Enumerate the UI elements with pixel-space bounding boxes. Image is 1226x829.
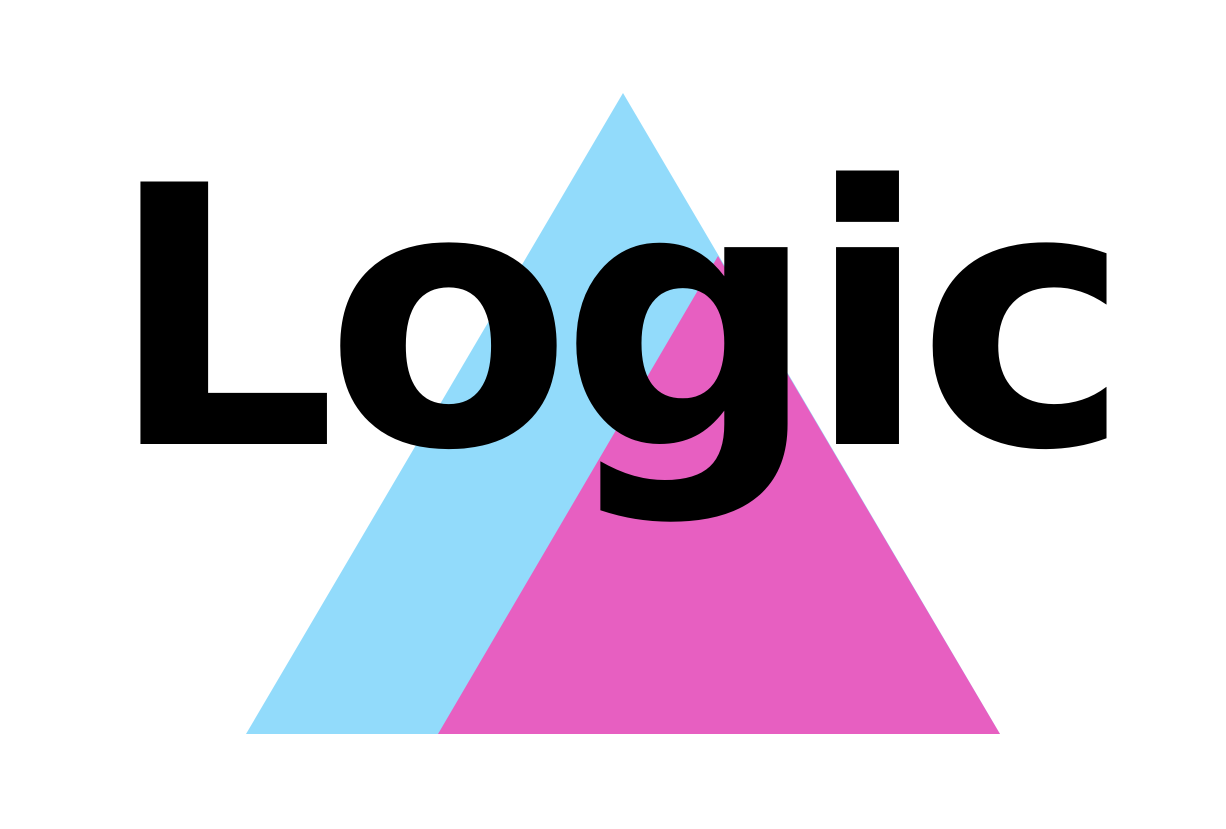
logo-wordmark: Logic [107,110,1130,529]
pink-triangle [438,256,1000,734]
